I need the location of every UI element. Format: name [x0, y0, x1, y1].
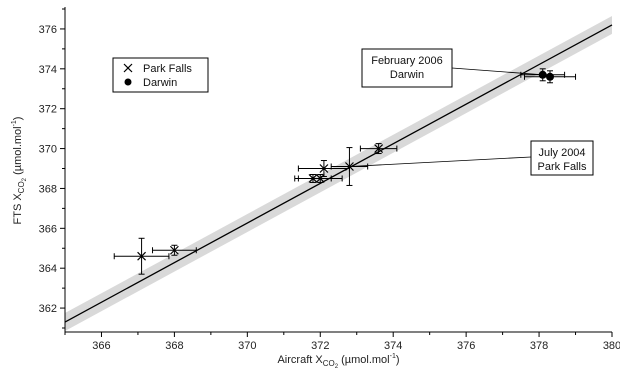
park-falls-point — [359, 143, 398, 155]
x-tick-label: 376 — [457, 340, 475, 352]
x-tick-label: 380 — [603, 340, 620, 352]
y-tick-label: 366 — [39, 223, 57, 235]
annotation-text: Park Falls — [538, 161, 587, 173]
park-falls-point — [297, 160, 350, 177]
x-marker — [169, 245, 179, 255]
y-tick-label: 374 — [39, 64, 57, 76]
park-falls-point — [297, 173, 343, 183]
axes: 366 368 370 372 374 376 378 380 362 364 366 368 370 3… — [11, 7, 620, 370]
legend-box — [112, 57, 209, 93]
annotation-1: February 2006 Darwin — [361, 48, 543, 88]
y-tick-label: 362 — [39, 303, 57, 315]
x-axis-title: Aircraft XCO2 (µmol.mol-1) — [277, 353, 399, 370]
legend-circle-marker — [124, 78, 132, 86]
x-marker — [319, 164, 329, 173]
x-marker — [137, 251, 147, 261]
annotation-text: February 2006 — [371, 55, 443, 67]
x-marker — [315, 174, 325, 183]
x-marker — [374, 144, 384, 153]
y-tick-label: 368 — [39, 183, 57, 195]
y-tick-label: 364 — [39, 263, 57, 275]
annotation-box — [530, 140, 594, 176]
legend-label: Park Falls — [143, 63, 192, 75]
annotation-box — [361, 48, 453, 88]
x-tick-label: 378 — [530, 340, 548, 352]
y-axis-title: FTS XCO2 (µmol.mol-1) — [11, 117, 28, 225]
y-tick-label: 376 — [39, 24, 57, 36]
annotation-leader-line — [349, 156, 532, 167]
annotations: February 2006 Darwin July 2004 Park Falls — [349, 48, 594, 176]
legend-x-marker — [123, 63, 133, 73]
legend-label: Darwin — [143, 77, 177, 89]
annotation-leader-line — [451, 67, 543, 76]
y-tick-label: 372 — [39, 104, 57, 116]
darwin-point — [523, 70, 577, 84]
x-tick-label: 374 — [384, 340, 402, 352]
park-falls-point — [113, 237, 170, 275]
y-tick-label: 370 — [39, 144, 57, 156]
park-falls-point — [152, 244, 197, 256]
legend: Park Falls Darwin — [112, 57, 209, 93]
x-tick-label: 366 — [92, 340, 110, 352]
annotation-text: Darwin — [390, 69, 424, 81]
x-tick-label: 372 — [311, 340, 329, 352]
x-tick-label: 370 — [238, 340, 256, 352]
circle-marker — [546, 72, 555, 81]
annotation-2: July 2004 Park Falls — [349, 140, 594, 176]
x-tick-label: 368 — [165, 340, 183, 352]
annotation-text: July 2004 — [538, 147, 585, 159]
